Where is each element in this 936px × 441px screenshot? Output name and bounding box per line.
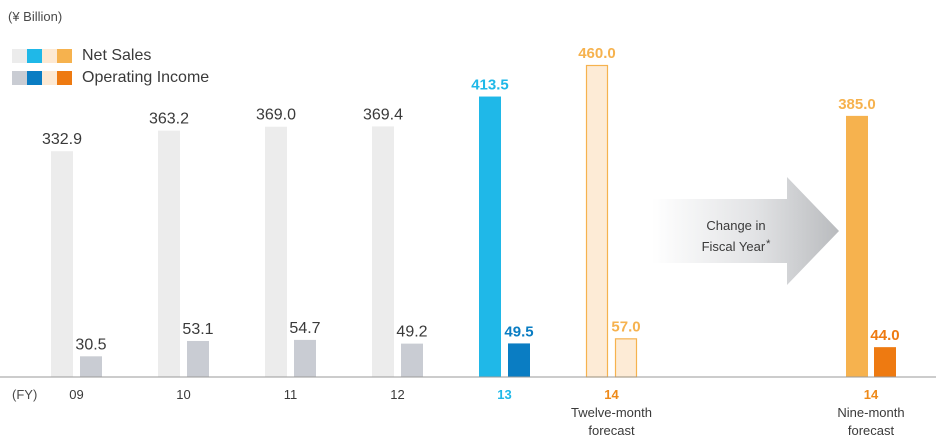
category-sublabel-14-twelve-line2: forecast xyxy=(588,423,635,438)
value-label-operating-income-14-nine: 44.0 xyxy=(870,327,899,344)
category-label-11: 11 xyxy=(284,387,298,402)
value-label-operating-income-13: 49.5 xyxy=(504,323,533,340)
bar-operating-income-11 xyxy=(294,339,316,377)
annotation-line-2: Fiscal Year* xyxy=(702,238,772,254)
value-label-operating-income-09: 30.5 xyxy=(75,336,106,353)
category-label-09: 09 xyxy=(69,387,83,402)
value-label-operating-income-10: 53.1 xyxy=(182,321,213,338)
legend-swatch xyxy=(12,71,27,85)
annotation-asterisk: * xyxy=(766,238,771,250)
category-label-14-nine: 14 xyxy=(864,387,879,402)
value-label-operating-income-11: 54.7 xyxy=(289,320,320,337)
bar-net-sales-13 xyxy=(479,96,501,378)
bar-operating-income-09 xyxy=(80,356,102,377)
value-label-net-sales-11: 369.0 xyxy=(256,107,296,124)
legend-swatch xyxy=(57,71,72,85)
value-label-operating-income-14-twelve: 57.0 xyxy=(611,318,640,335)
category-label-13: 13 xyxy=(497,387,511,402)
annotation-line-1: Change in xyxy=(706,218,765,233)
legend-swatch xyxy=(27,49,42,63)
value-label-net-sales-12: 369.4 xyxy=(363,106,403,123)
bar-net-sales-12 xyxy=(372,126,394,377)
legend-swatch xyxy=(12,49,27,63)
x-axis-label: (FY) xyxy=(12,387,37,402)
bar-operating-income-10 xyxy=(187,340,209,377)
value-label-net-sales-10: 363.2 xyxy=(149,111,189,128)
legend-label-operating-income: Operating Income xyxy=(82,69,210,86)
category-label-10: 10 xyxy=(176,387,190,402)
value-label-net-sales-13: 413.5 xyxy=(471,77,509,94)
bar-net-sales-14-twelve xyxy=(585,64,609,378)
value-label-net-sales-14-nine: 385.0 xyxy=(838,96,876,113)
legend-operating-income: Operating Income xyxy=(12,69,209,87)
category-sublabel-14-nine-line1: Nine-month xyxy=(837,405,904,420)
legend-swatch xyxy=(42,71,57,85)
legend-swatch xyxy=(27,71,42,85)
legend-swatch xyxy=(42,49,57,63)
category-label-12: 12 xyxy=(390,387,404,402)
bar-operating-income-12 xyxy=(401,343,423,377)
bar-operating-income-14-nine xyxy=(874,347,896,377)
category-labels: 09 10 11 12 13 14 Twelve-month forecast 14 Nine-m… xyxy=(69,387,904,438)
annotation-line-2-text: Fiscal Year xyxy=(702,239,766,254)
category-label-14-twelve: 14 xyxy=(604,387,619,402)
bar-net-sales-14-nine xyxy=(846,115,868,377)
fiscal-year-change-arrow xyxy=(652,177,839,285)
legend-label-net-sales: Net Sales xyxy=(82,47,152,64)
value-label-net-sales-09: 332.9 xyxy=(42,131,82,148)
bar-net-sales-09 xyxy=(51,151,73,377)
category-sublabel-14-twelve-line1: Twelve-month xyxy=(571,405,652,420)
legend-net-sales: Net Sales xyxy=(12,47,151,65)
bar-net-sales-10 xyxy=(158,130,180,377)
bar-operating-income-14-twelve xyxy=(614,338,638,378)
unit-label: (¥ Billion) xyxy=(8,9,63,24)
bar-operating-income-13 xyxy=(508,343,530,377)
bar-net-sales-11 xyxy=(265,126,287,377)
value-label-operating-income-12: 49.2 xyxy=(396,324,427,341)
value-label-net-sales-14-twelve: 460.0 xyxy=(578,45,616,62)
legend-swatch xyxy=(57,49,72,63)
fiscal-year-change-annotation: Change in Fiscal Year* xyxy=(652,177,839,285)
x-axis: (FY) xyxy=(0,376,936,402)
category-sublabel-14-nine-line2: forecast xyxy=(848,423,895,438)
